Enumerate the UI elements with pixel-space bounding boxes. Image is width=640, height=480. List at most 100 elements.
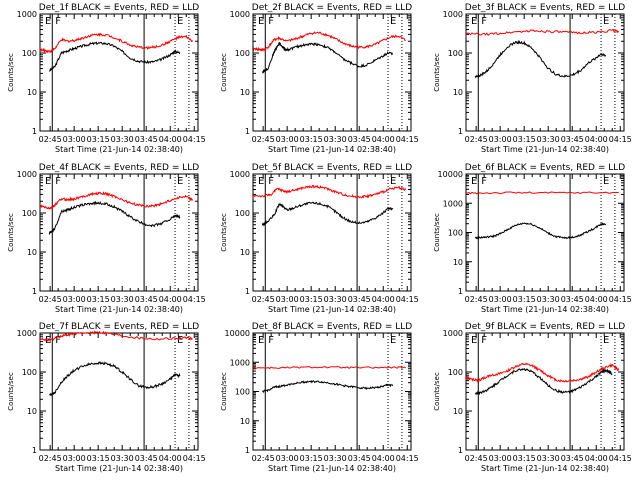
y-tick-label: 1 [245,287,250,296]
chart-title: Det_9f BLACK = Events, RED = LLD [465,322,625,332]
y-tick-label: 100 [22,368,37,377]
x-tick-label: 02:45 [252,454,275,463]
chart-panel-9: Det_9f BLACK = Events, RED = LLD 1 10 100 10… [433,322,632,473]
x-tick-label: 03:45 [348,295,371,304]
y-tick-label: 100 [448,229,463,238]
chart-title: Det_1f BLACK = Events, RED = LLD [39,3,199,13]
x-tick-label: 03:15 [87,454,110,463]
y-tick-label: 10 [453,258,463,267]
series-line-events [474,39,607,79]
x-tick-label: 04:00 [159,135,182,144]
series-line-lld [39,191,194,210]
x-tick-label: 04:15 [396,135,419,144]
x-tick-label: 03:45 [135,454,158,463]
series-line-lld [465,362,620,383]
y-tick-label: 100 [22,209,37,218]
flag-marker: E [258,176,264,187]
series-line-lld [252,366,406,370]
series-line-events [474,221,607,240]
y-tick-label: 1000 [443,10,463,19]
chart-title: Det_3f BLACK = Events, RED = LLD [465,3,625,13]
x-tick-label: 03:30 [537,454,560,463]
flag-marker: E [177,16,183,27]
chart-panel-5: Det_5f BLACK = Events, RED = LLD 1 10 100 10… [220,163,419,314]
x-tick-label: 03:30 [324,454,347,463]
x-tick-label: 03:15 [300,295,323,304]
x-tick-label: 04:00 [159,295,182,304]
y-axis-label: Counts/sec [433,213,441,252]
flag-marker: E [390,335,396,346]
x-tick-label: 04:15 [609,295,632,304]
chart-title: Det_7f BLACK = Events, RED = LLD [39,322,199,332]
y-tick-label: 1 [32,446,37,455]
y-tick-label: 100 [235,209,250,218]
plot-frame [252,332,412,451]
x-tick-label: 03:00 [276,295,299,304]
x-tick-label: 03:45 [561,454,584,463]
chart-title: Det_2f BLACK = Events, RED = LLD [252,3,412,13]
plot-frame [39,13,199,132]
x-tick-label: 04:15 [609,454,632,463]
chart-panel-4: Det_4f BLACK = Events, RED = LLD 1 10 100 10… [7,163,206,314]
x-tick-label: 04:15 [183,454,206,463]
plot-frame [465,173,625,292]
x-tick-label: 03:15 [513,135,536,144]
flag-marker: F [268,176,274,187]
x-tick-label: 03:30 [537,135,560,144]
flag-marker: E [471,16,477,27]
x-tick-label: 03:30 [111,295,134,304]
y-tick-label: 100 [448,368,463,377]
x-tick-label: 04:15 [609,135,632,144]
y-tick-label: 1000 [230,358,250,367]
x-tick-label: 03:45 [561,135,584,144]
x-tick-label: 04:15 [396,454,419,463]
x-tick-label: 02:45 [465,454,488,463]
chart-panel-8: Det_8f BLACK = Events, RED = LLD 1 10 100 10… [220,322,419,473]
x-tick-label: 02:45 [39,454,62,463]
x-tick-label: 04:00 [585,454,608,463]
x-tick-label: 02:45 [465,295,488,304]
y-tick-label: 10 [453,88,463,97]
chart-panel-1: Det_1f BLACK = Events, RED = LLD 1 10 100 10… [7,3,206,154]
y-tick-label: 1000 [17,329,37,338]
y-tick-label: 10 [240,417,250,426]
flag-marker: E [390,16,396,27]
x-axis-label: Start Time (21-Jun-14 02:38:40) [55,464,183,473]
flag-marker: F [268,16,274,27]
chart-panel-2: Det_2f BLACK = Events, RED = LLD 1 10 100 10… [220,3,419,154]
x-tick-label: 03:00 [489,295,512,304]
x-axis-label: Start Time (21-Jun-14 02:38:40) [268,464,396,473]
flag-marker: E [258,16,264,27]
y-tick-label: 1 [458,287,463,296]
chart-title: Det_8f BLACK = Events, RED = LLD [252,322,412,332]
flag-marker: E [45,16,51,27]
series-line-events [49,41,181,72]
x-tick-label: 04:00 [372,295,395,304]
series-line-events [261,41,394,74]
x-tick-label: 03:30 [111,454,134,463]
x-tick-label: 04:00 [585,135,608,144]
y-axis-label: Counts/sec [220,53,228,92]
x-tick-label: 03:15 [513,295,536,304]
series-line-lld [465,28,620,36]
series-line-events [49,361,181,397]
chart-panel-7: Det_7f BLACK = Events, RED = LLD 1 10 100 10… [7,322,206,473]
y-tick-label: 10 [240,248,250,257]
flag-marker: F [481,176,487,187]
x-axis-label: Start Time (21-Jun-14 02:38:40) [481,145,609,154]
y-tick-label: 1000 [230,170,250,179]
plot-frame [252,13,412,132]
flag-marker: E [177,335,183,346]
y-tick-label: 1000 [443,199,463,208]
series-line-lld [39,330,193,343]
flag-marker: E [603,16,609,27]
y-axis-label: Counts/sec [220,372,228,411]
y-tick-label: 1000 [443,329,463,338]
x-tick-label: 03:45 [135,135,158,144]
x-axis-label: Start Time (21-Jun-14 02:38:40) [55,305,183,314]
x-tick-label: 03:30 [537,295,560,304]
flag-marker: F [481,16,487,27]
y-tick-label: 10000 [438,170,463,179]
plot-frame [465,332,625,451]
y-tick-label: 1 [32,127,37,136]
